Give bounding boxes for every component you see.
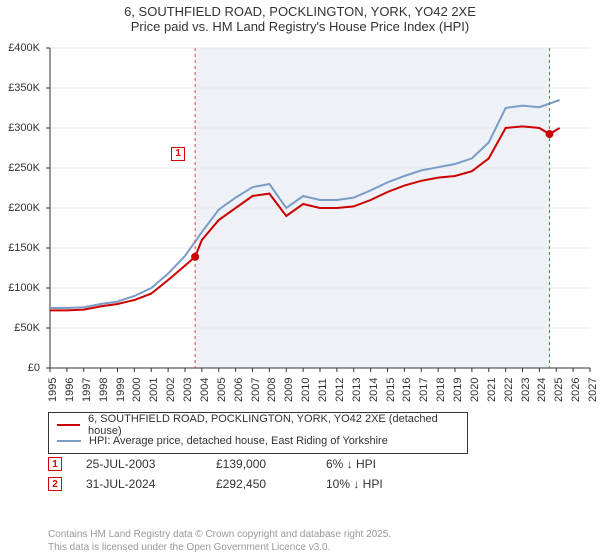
legend-row: 6, SOUTHFIELD ROAD, POCKLINGTON, YORK, Y… (57, 417, 459, 433)
x-tick-label: 1996 (64, 378, 76, 402)
transaction-diff: 6% ↓ HPI (326, 457, 376, 471)
x-tick-label: 2022 (503, 378, 515, 402)
x-tick-label: 2003 (182, 378, 194, 402)
transaction-diff: 10% ↓ HPI (326, 477, 383, 491)
y-tick-label: £150K (0, 242, 40, 254)
x-tick-label: 2013 (351, 378, 363, 402)
x-tick-label: 2019 (452, 378, 464, 402)
title-block: 6, SOUTHFIELD ROAD, POCKLINGTON, YORK, Y… (0, 0, 600, 36)
attribution-line-1: Contains HM Land Registry data © Crown c… (48, 528, 391, 541)
x-tick-label: 1999 (115, 378, 127, 402)
x-tick-label: 2026 (570, 378, 582, 402)
x-tick-label: 2024 (536, 378, 548, 402)
x-tick-label: 2002 (165, 378, 177, 402)
x-tick-label: 2000 (131, 378, 143, 402)
legend-swatch-0 (57, 424, 80, 426)
legend: 6, SOUTHFIELD ROAD, POCKLINGTON, YORK, Y… (48, 412, 468, 454)
x-tick-label: 2005 (216, 378, 228, 402)
x-tick-label: 2006 (233, 378, 245, 402)
y-tick-label: £250K (0, 162, 40, 174)
x-tick-label: 1995 (47, 378, 59, 402)
x-tick-label: 2018 (435, 378, 447, 402)
transaction-date: 25-JUL-2003 (86, 457, 216, 471)
x-tick-label: 2027 (587, 378, 599, 402)
title-line-2: Price paid vs. HM Land Registry's House … (0, 19, 600, 34)
chart-area: £0£50K£100K£150K£200K£250K£300K£350K£400… (44, 44, 592, 402)
transaction-row: 2 31-JUL-2024 £292,450 10% ↓ HPI (48, 474, 383, 494)
y-tick-label: £50K (0, 322, 40, 334)
transaction-row: 1 25-JUL-2003 £139,000 6% ↓ HPI (48, 454, 383, 474)
x-tick-label: 2012 (334, 378, 346, 402)
x-tick-label: 2014 (368, 378, 380, 402)
x-tick-label: 2007 (250, 378, 262, 402)
y-tick-label: £350K (0, 82, 40, 94)
x-tick-label: 2004 (199, 378, 211, 402)
y-tick-label: £200K (0, 202, 40, 214)
x-tick-label: 2017 (418, 378, 430, 402)
x-tick-label: 2020 (469, 378, 481, 402)
x-tick-label: 2009 (283, 378, 295, 402)
chart-container: 6, SOUTHFIELD ROAD, POCKLINGTON, YORK, Y… (0, 0, 600, 560)
y-tick-label: £400K (0, 42, 40, 54)
y-tick-label: £300K (0, 122, 40, 134)
chart-marker-box: 1 (171, 147, 185, 161)
transaction-marker-1: 1 (48, 457, 62, 471)
chart-svg (44, 44, 592, 402)
y-tick-label: £100K (0, 282, 40, 294)
transaction-table: 1 25-JUL-2003 £139,000 6% ↓ HPI 2 31-JUL… (48, 454, 383, 494)
transaction-marker-2: 2 (48, 477, 62, 491)
x-tick-label: 2010 (300, 378, 312, 402)
y-tick-label: £0 (0, 362, 40, 374)
attribution-line-2: This data is licensed under the Open Gov… (48, 541, 391, 554)
transaction-date: 31-JUL-2024 (86, 477, 216, 491)
transaction-price: £292,450 (216, 477, 326, 491)
x-tick-label: 2011 (317, 378, 329, 402)
transaction-price: £139,000 (216, 457, 326, 471)
title-line-1: 6, SOUTHFIELD ROAD, POCKLINGTON, YORK, Y… (0, 4, 600, 19)
x-tick-label: 2008 (266, 378, 278, 402)
legend-swatch-1 (57, 440, 81, 442)
legend-label-0: 6, SOUTHFIELD ROAD, POCKLINGTON, YORK, Y… (88, 413, 459, 437)
x-tick-label: 2025 (553, 378, 565, 402)
attribution: Contains HM Land Registry data © Crown c… (48, 528, 391, 554)
x-tick-label: 2023 (520, 378, 532, 402)
x-tick-label: 2021 (486, 378, 498, 402)
x-tick-label: 1998 (98, 378, 110, 402)
legend-label-1: HPI: Average price, detached house, East… (89, 435, 388, 447)
x-tick-label: 2001 (148, 378, 160, 402)
x-tick-label: 2015 (385, 378, 397, 402)
x-tick-label: 1997 (81, 378, 93, 402)
x-tick-label: 2016 (401, 378, 413, 402)
